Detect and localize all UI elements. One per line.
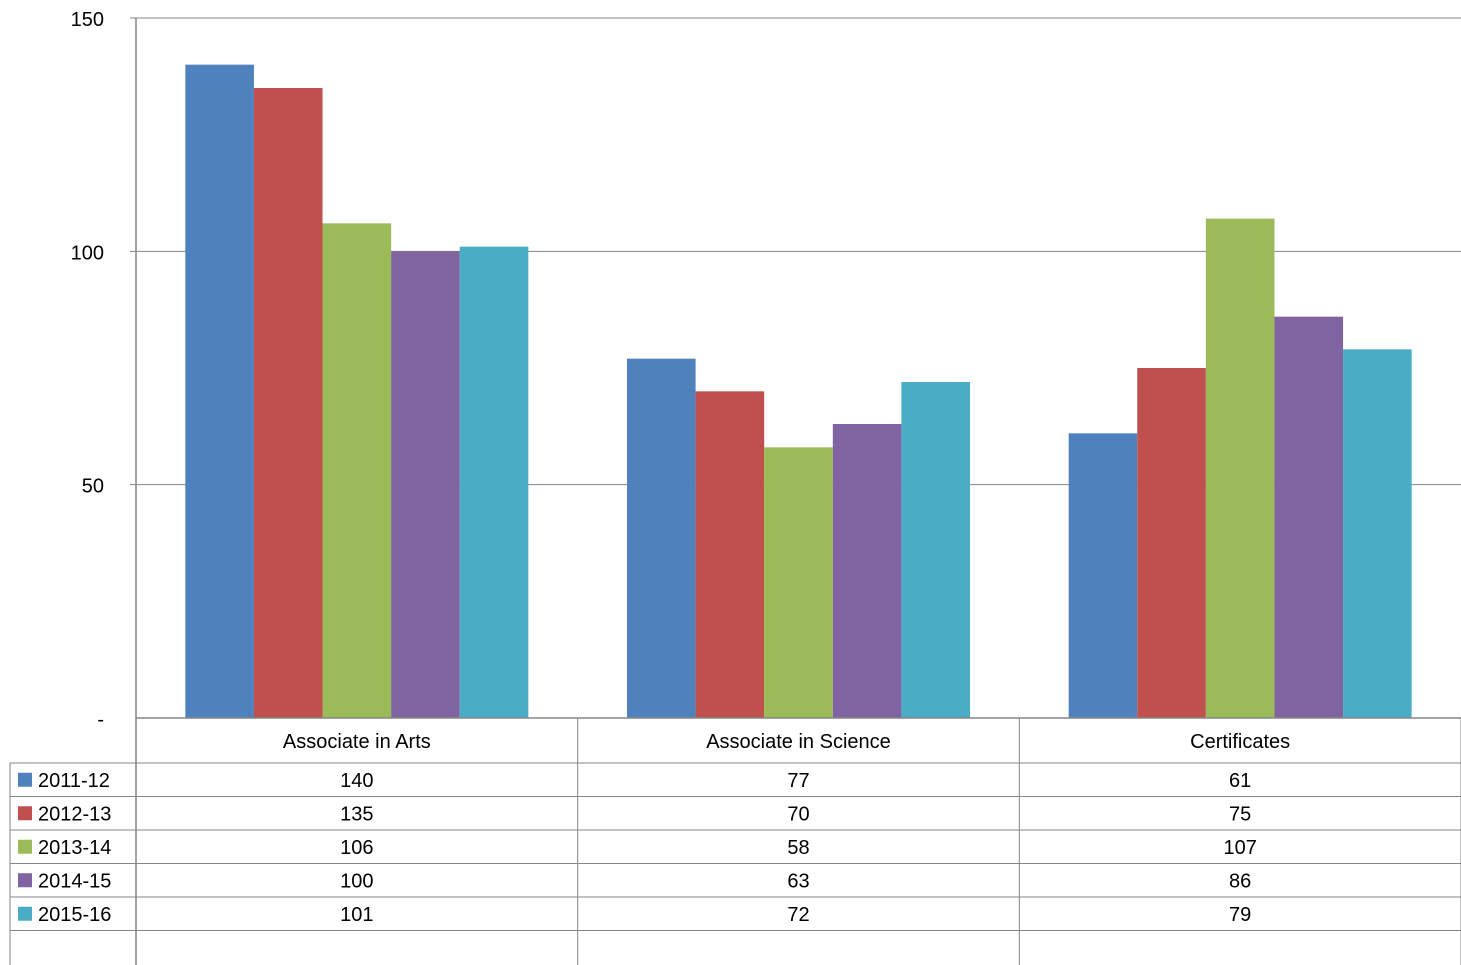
y-tick-label: 150 — [71, 9, 104, 31]
bar-2015-16-certificates — [1343, 349, 1412, 718]
bar-2012-13-certificates — [1137, 368, 1206, 718]
legend-label: 2012-13 — [38, 803, 111, 825]
category-label: Associate in Arts — [283, 731, 431, 753]
bar-2014-15-certificates — [1274, 316, 1344, 718]
category-label: Associate in Science — [706, 731, 891, 753]
bar-2012-13-associate-in-arts — [253, 88, 323, 718]
data-table-value: 107 — [1223, 837, 1256, 859]
data-table-value: 140 — [340, 770, 373, 792]
bar-2011-12-associate-in-arts — [185, 64, 254, 718]
legend-label: 2015-16 — [38, 904, 111, 926]
bar-2015-16-associate-in-arts — [459, 246, 529, 718]
data-table-value: 61 — [1229, 770, 1251, 792]
data-table-value: 58 — [787, 837, 809, 859]
data-table-value: 77 — [787, 770, 809, 792]
bar-2011-12-certificates — [1068, 433, 1138, 718]
bar-2014-15-associate-in-arts — [391, 251, 460, 719]
data-table-value: 72 — [787, 904, 809, 926]
legend-swatch — [18, 906, 32, 921]
bar-2013-14-associate-in-arts — [322, 223, 392, 719]
legend-swatch — [18, 873, 32, 888]
data-table-value: 79 — [1229, 904, 1251, 926]
data-table-value: 135 — [340, 803, 373, 825]
data-table: Associate in Arts Associate in Science Cer… — [9, 718, 1461, 965]
data-table-value: 63 — [787, 870, 809, 892]
legend-swatch — [18, 772, 32, 787]
legend-label: 2011-12 — [38, 770, 110, 792]
legend-label: 2013-14 — [38, 837, 111, 859]
data-table-value: 106 — [340, 837, 373, 859]
data-table-value: 70 — [787, 803, 809, 825]
data-table-value: 86 — [1229, 870, 1251, 892]
data-table-value: 101 — [340, 904, 373, 926]
data-table-value: 100 — [340, 870, 373, 892]
category-label: Certificates — [1190, 731, 1290, 753]
bar-2013-14-certificates — [1205, 218, 1275, 718]
legend-swatch — [18, 806, 32, 821]
legend-swatch — [18, 839, 32, 854]
bar-2012-13-associate-in-science — [695, 391, 765, 718]
bar-group — [185, 64, 1412, 719]
data-table-value: 75 — [1229, 803, 1251, 825]
bar-2014-15-associate-in-science — [832, 424, 902, 718]
bar-2015-16-associate-in-science — [901, 382, 970, 718]
bar-2011-12-associate-in-science — [627, 358, 696, 718]
legend-label: 2014-15 — [38, 870, 111, 892]
y-tick-label: - — [97, 709, 104, 731]
y-tick-label: 100 — [71, 242, 104, 264]
bar-2013-14-associate-in-science — [764, 447, 833, 718]
axes: - 50 100 150 — [71, 9, 1461, 965]
y-tick-label: 50 — [82, 476, 104, 498]
